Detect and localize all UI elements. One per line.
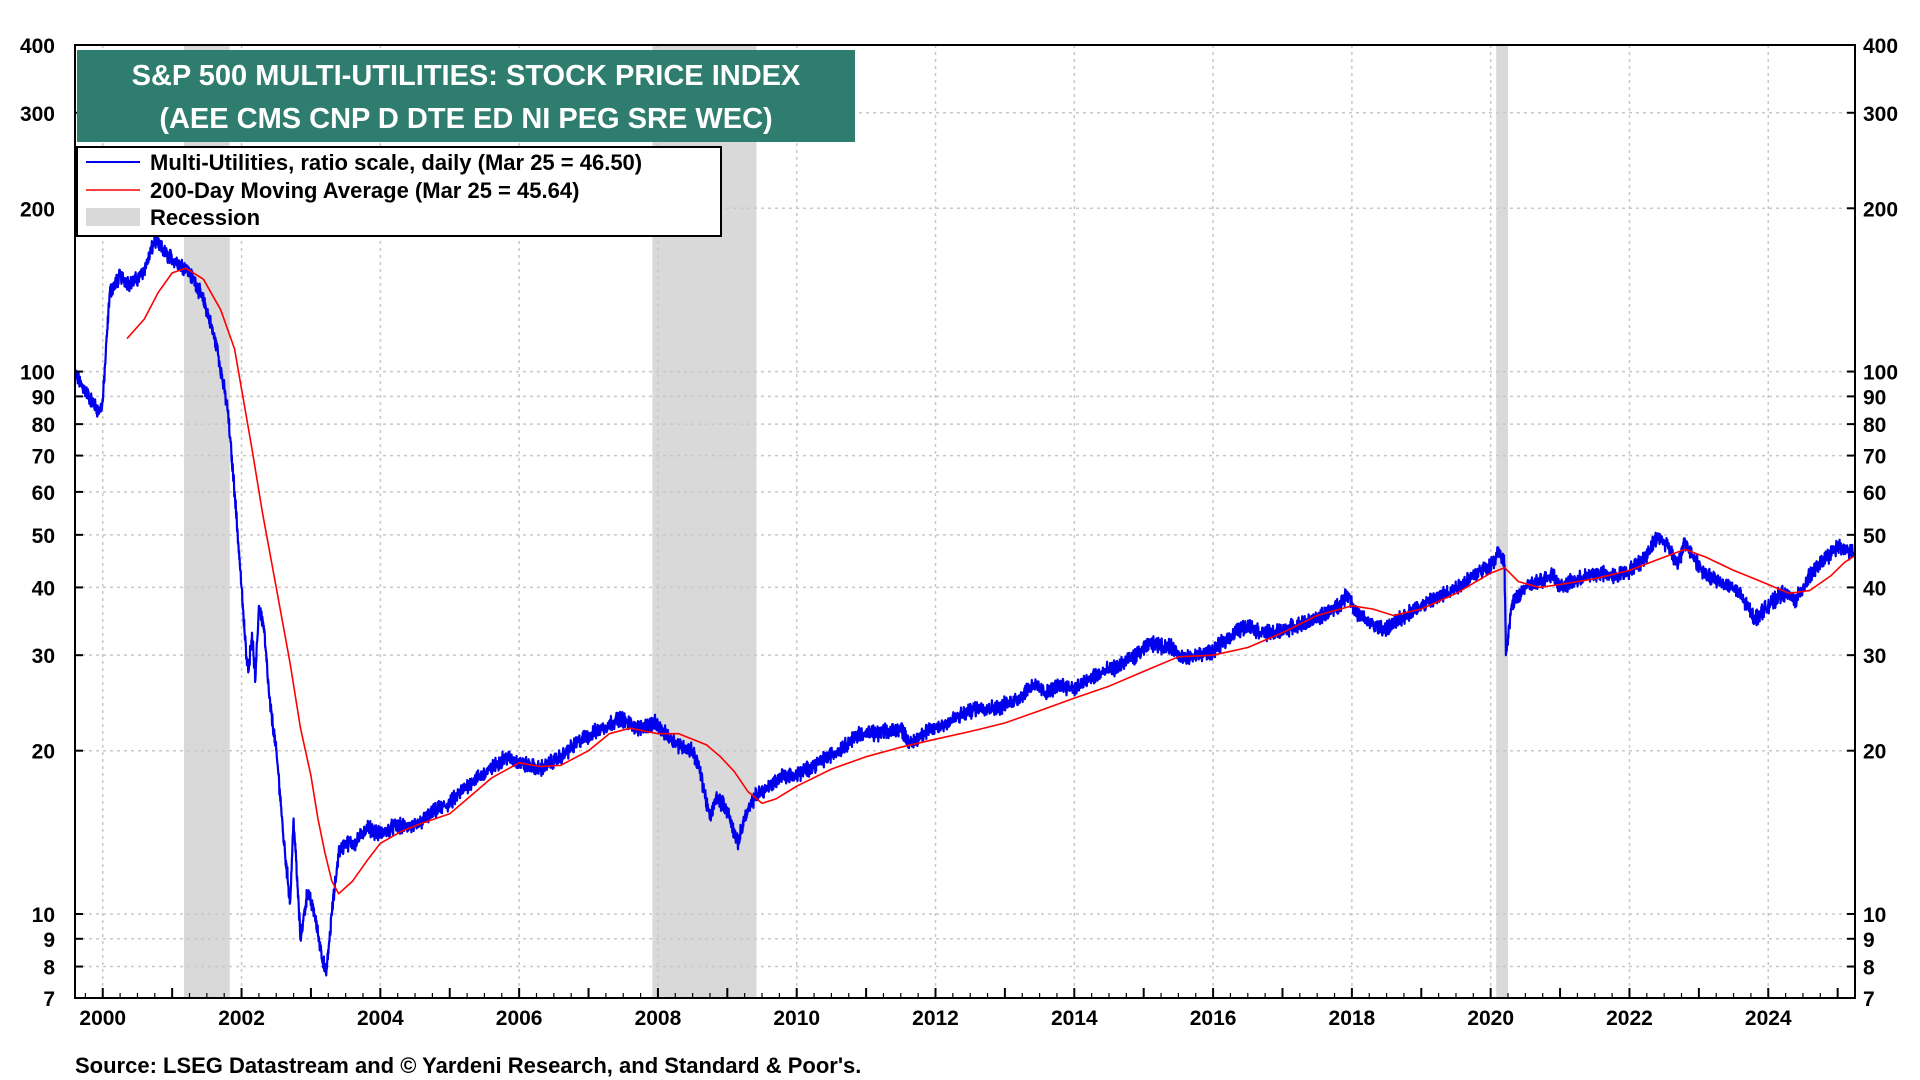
y-tick-label-left-7: 50	[32, 525, 55, 548]
y-tick-label-left-9: 70	[32, 446, 55, 469]
source-note: Source: LSEG Datastream and © Yardeni Re…	[75, 1053, 861, 1078]
y-tick-label-right-13: 200	[1863, 198, 1898, 221]
y-tick-label-right-2: 9	[1863, 929, 1875, 952]
x-tick-label-2: 2004	[357, 1007, 404, 1030]
y-tick-label-left-5: 30	[32, 645, 55, 668]
x-tick-label-1: 2002	[218, 1007, 265, 1030]
y-tick-label-right-0: 7	[1863, 988, 1875, 1011]
title-box: S&P 500 MULTI-UTILITIES: STOCK PRICE IND…	[77, 50, 855, 142]
x-tick-label-11: 2022	[1606, 1007, 1653, 1030]
y-tick-label-left-13: 200	[20, 198, 55, 221]
y-tick-label-left-12: 100	[20, 362, 55, 385]
chart-subtitle: (AEE CMS CNP D DTE ED NI PEG SRE WEC)	[159, 103, 772, 135]
x-tick-label-5: 2010	[773, 1007, 820, 1030]
x-tick-label-3: 2006	[496, 1007, 543, 1030]
y-tick-label-right-5: 30	[1863, 645, 1886, 668]
y-tick-label-right-12: 100	[1863, 362, 1898, 385]
y-tick-label-right-10: 80	[1863, 414, 1886, 437]
legend: Multi-Utilities, ratio scale, daily (Mar…	[76, 146, 722, 237]
x-tick-label-4: 2008	[635, 1007, 682, 1030]
x-tick-label-10: 2020	[1467, 1007, 1514, 1030]
series-line-multi-utilities	[73, 232, 1855, 977]
y-tick-label-left-0: 7	[43, 988, 55, 1011]
plot-frame	[74, 44, 1856, 999]
y-tick-label-left-8: 60	[32, 482, 55, 505]
legend-label-multi-utilities: Multi-Utilities, ratio scale, daily (Mar…	[150, 150, 642, 175]
y-tick-label-left-6: 40	[32, 577, 55, 600]
y-tick-label-left-1: 8	[43, 957, 55, 980]
y-tick-label-right-11: 90	[1863, 386, 1886, 409]
x-tick-label-0: 2000	[79, 1007, 126, 1030]
y-tick-label-right-6: 40	[1863, 577, 1886, 600]
y-tick-label-left-3: 10	[32, 904, 55, 927]
plot-series	[73, 232, 1855, 977]
y-tick-label-left-15: 400	[20, 35, 55, 58]
y-tick-label-right-8: 60	[1863, 482, 1886, 505]
y-tick-label-right-7: 50	[1863, 525, 1886, 548]
recession-band-3	[1496, 45, 1509, 998]
y-tick-label-right-9: 70	[1863, 446, 1886, 469]
x-tick-label-7: 2014	[1051, 1007, 1098, 1030]
legend-box	[76, 146, 722, 237]
y-tick-label-left-2: 9	[43, 929, 55, 952]
y-tick-label-right-1: 8	[1863, 957, 1875, 980]
chart-title: S&P 500 MULTI-UTILITIES: STOCK PRICE IND…	[132, 60, 801, 92]
y-tick-label-right-4: 20	[1863, 741, 1886, 764]
legend-label-recession: Recession	[150, 205, 260, 230]
y-tick-label-right-3: 10	[1863, 904, 1886, 927]
y-tick-label-left-10: 80	[32, 414, 55, 437]
title-background	[77, 50, 855, 142]
y-tick-label-right-15: 400	[1863, 35, 1898, 58]
y-tick-label-left-14: 300	[20, 103, 55, 126]
legend-label-moving-average: 200-Day Moving Average (Mar 25 = 45.64)	[150, 178, 579, 203]
legend-swatch-recession	[86, 208, 140, 226]
y-tick-label-left-4: 20	[32, 741, 55, 764]
x-tick-label-8: 2016	[1190, 1007, 1237, 1030]
y-tick-label-right-14: 300	[1863, 103, 1898, 126]
y-tick-label-left-11: 90	[32, 386, 55, 409]
x-tick-label-6: 2012	[912, 1007, 959, 1030]
series-line-moving-average	[126, 267, 1855, 895]
x-tick-label-9: 2018	[1329, 1007, 1376, 1030]
x-tick-label-12: 2024	[1745, 1007, 1792, 1030]
